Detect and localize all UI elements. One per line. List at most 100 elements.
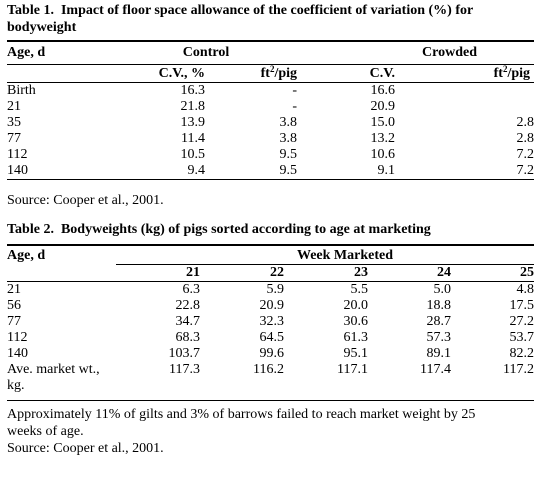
table2-row: 112 68.3 64.5 61.3 57.3 53.7	[7, 330, 534, 346]
table2-group-week: Week Marketed	[116, 245, 535, 265]
table2-caption: Table 2. Bodyweights (kg) of pigs sorted…	[7, 221, 534, 238]
table2-caption-text: Bodyweights (kg) of pigs sorted accordin…	[60, 222, 431, 237]
table2-row: 21 6.3 5.9 5.5 5.0 4.8	[7, 282, 534, 299]
table2-week-row: 21 22 23 24 25	[7, 264, 535, 282]
table1-cell-age: 21	[7, 99, 21, 114]
document-page: Table 1. Impact of floor space allowance…	[7, 0, 535, 457]
table2-source: Source: Cooper et al., 2001.	[7, 441, 164, 456]
table2-cell-value: 5.0	[433, 282, 452, 297]
table1-caption: Table 1. Impact of floor space allowance…	[7, 2, 534, 36]
table1-caption-text: Impact of floor space allowance of the c…	[7, 3, 473, 35]
table1-cell-cv-control: 16.3	[180, 83, 206, 98]
table1-cell-ft-control: -	[292, 83, 298, 98]
table2-cell-age: 112	[7, 330, 28, 345]
table1-cell-cv-control: 13.9	[180, 115, 206, 130]
table2-cell-age: 140	[7, 346, 28, 361]
table2-cell-value: 103.7	[168, 346, 201, 361]
table2-market-value: 117.1	[337, 362, 368, 377]
table1-cell-cv-control: 11.4	[181, 131, 205, 146]
table1-cell-cv-crowded: 10.6	[370, 147, 396, 162]
table1-row: Birth 16.3 - 16.6	[7, 83, 534, 100]
table1-cell-age: 112	[7, 147, 28, 162]
table2-cell-value: 34.7	[175, 314, 201, 329]
table1-row: 77 11.4 3.8 13.2 2.8	[7, 131, 534, 147]
table1-cell-ft-crowded: 2.8	[516, 115, 535, 130]
table2-cell-value: 61.3	[343, 330, 369, 345]
table1-cell-ft-crowded	[395, 83, 534, 100]
table2-note: Approximately 11% of gilts and 3% of bar…	[7, 400, 534, 440]
table2-row: 56 22.8 20.9 20.0 18.8 17.5	[7, 298, 534, 314]
table1-row: 140 9.4 9.5 9.1 7.2	[7, 163, 535, 180]
table1-sub-cv-crowded: C.V.	[305, 64, 396, 83]
table2-cell-value: 57.3	[426, 330, 452, 345]
table1-header-row: Age, d Control Crowded	[7, 41, 535, 65]
table1-sub-ft-crowded: ft2/pig	[395, 64, 535, 83]
table2-market-row: Ave. market wt., kg. 117.3 116.2 117.1 117.4 1…	[7, 362, 534, 394]
table2-cell-value: 82.2	[509, 346, 535, 361]
table1-cell-cv-crowded: 9.1	[305, 163, 396, 180]
table2-cell-value: 6.3	[182, 282, 201, 297]
table1-cell-ft-crowded	[395, 99, 534, 115]
table1-cell-cv-crowded: 13.2	[370, 131, 396, 146]
table1-source: Source: Cooper et al., 2001.	[7, 193, 164, 208]
table1-row: 112 10.5 9.5 10.6 7.2	[7, 147, 534, 163]
table1-cell-age: 77	[7, 131, 21, 146]
table2-market-value: 117.2	[503, 362, 535, 377]
table1-cell-ft-control: 9.5	[205, 163, 306, 180]
table1-cell-ft-crowded: 7.2	[516, 147, 535, 162]
table2-week-header: 25	[451, 264, 535, 282]
table2-note-line2: weeks of age.	[7, 424, 84, 439]
table1-cell-ft-control: 3.8	[279, 115, 298, 130]
table1-group-crowded: Crowded	[305, 41, 535, 65]
table1-cell-age: 140	[7, 163, 107, 180]
table1-col-age: Age, d	[7, 41, 107, 65]
table2-cell-value: 68.3	[175, 330, 201, 345]
table2-cell-value: 89.1	[426, 346, 452, 361]
table1-cell-cv-crowded: 16.6	[370, 83, 396, 98]
table1-cell-ft-crowded: 7.2	[395, 163, 535, 180]
table1-subheader-row: C.V., % ft2/pig C.V. ft2/pig	[7, 64, 535, 83]
table1-cell-age: 35	[7, 115, 21, 130]
table2-cell-value: 28.7	[426, 314, 452, 329]
table2-market-value: 116.2	[253, 362, 284, 377]
table2-cell-age: 77	[7, 314, 21, 329]
table2-cell-value: 20.0	[343, 298, 369, 313]
table2-cell-value: 22.8	[175, 298, 201, 313]
table2-cell-value: 99.6	[259, 346, 285, 361]
table2-cell-value: 18.8	[426, 298, 452, 313]
table1-cell-cv-crowded: 15.0	[370, 115, 396, 130]
table1-cell-ft-control: -	[292, 99, 298, 114]
table1-cell-ft-control: 9.5	[279, 147, 298, 162]
table2-week-header: 21	[116, 264, 200, 282]
table2-market-value: 117.4	[420, 362, 451, 377]
table1-cell-cv-control: 21.8	[180, 99, 206, 114]
table2-cell-value: 30.6	[343, 314, 369, 329]
table2-cell-value: 64.5	[259, 330, 285, 345]
table2-cell-value: 95.1	[343, 346, 369, 361]
table1-sub-cv-control: C.V., %	[107, 64, 205, 83]
table2-row: 140 103.7 99.6 95.1 89.1 82.2	[7, 346, 534, 362]
table1-caption-number: Table 1.	[7, 3, 54, 18]
table2-cell-value: 32.3	[259, 314, 285, 329]
table1-row: 35 13.9 3.8 15.0 2.8	[7, 115, 534, 131]
table2-caption-number: Table 2.	[7, 222, 54, 237]
table2-cell-value: 5.9	[266, 282, 285, 297]
table2-note-line1: Approximately 11% of gilts and 3% of bar…	[7, 407, 476, 422]
table2-market-label-line2: kg.	[7, 378, 25, 393]
table1: Age, d Control Crowded C.V., % ft2/pig C…	[7, 40, 535, 180]
table1-cell-cv-control: 9.4	[107, 163, 205, 180]
table1-cell-ft-control: 3.8	[279, 131, 298, 146]
table1-cell-ft-crowded: 2.8	[516, 131, 535, 146]
table2: Age, d Week Marketed 21 22 23 24 25 21 6.3 5.9…	[7, 244, 535, 394]
table2-week-header: 23	[284, 264, 368, 282]
table1-row: 21 21.8 - 20.9	[7, 99, 534, 115]
table1-cell-cv-crowded: 20.9	[370, 99, 396, 114]
table2-week-header: 24	[368, 264, 451, 282]
table2-cell-value: 53.7	[509, 330, 535, 345]
table1-cell-cv-control: 10.5	[180, 147, 206, 162]
table2-cell-value: 17.5	[509, 298, 535, 313]
table2-market-value: 117.3	[169, 362, 200, 377]
table2-col-age: Age, d	[7, 245, 116, 282]
table2-market-label: Ave. market wt., kg.	[7, 362, 116, 394]
table1-sub-ft-control: ft2/pig	[205, 64, 306, 83]
